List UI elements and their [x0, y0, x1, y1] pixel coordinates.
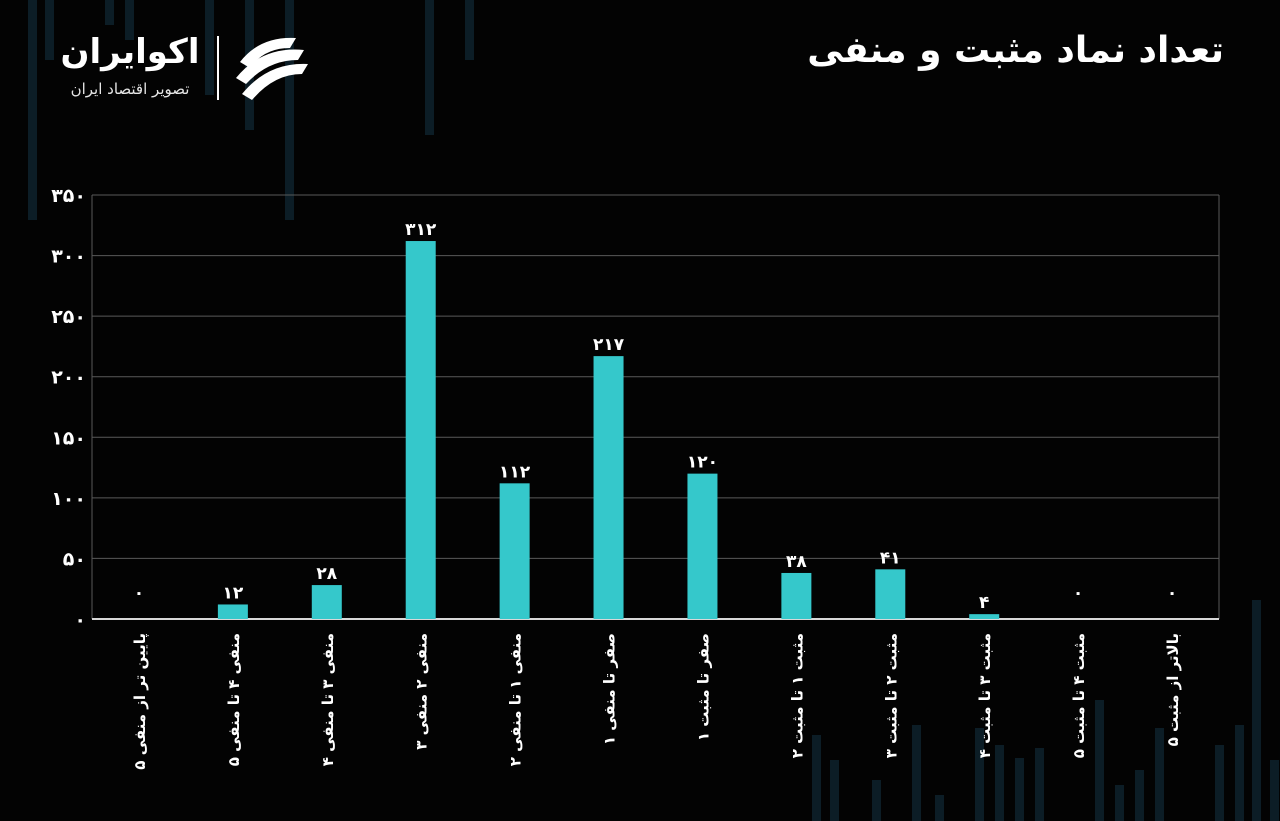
y-tick-label: ۲۰۰ — [51, 367, 86, 389]
bar-value-label: ۱۲ — [222, 583, 243, 603]
decor-bar — [45, 0, 54, 60]
decor-bar — [1135, 770, 1144, 821]
x-tick-label: مثبت ۲ تا مثبت ۳ — [882, 633, 900, 758]
x-tick-label: صفر تا مثبت ۱ — [694, 633, 712, 741]
bar-value-labels: ۰ ۱۲ ۲۸ ۳۱۲ ۱۱۲ ۲۱۷ ۱۲۰ ۳۸ ۴۱ ۴ ۰ ۰ — [134, 220, 1177, 613]
logo-divider — [217, 36, 219, 100]
decor-bar — [1015, 758, 1024, 821]
x-tick-label: منفی ۳ تا منفی ۴ — [319, 633, 337, 766]
x-tick-label: مثبت ۳ تا مثبت ۴ — [976, 633, 994, 758]
decor-bar — [1035, 748, 1044, 821]
bar — [593, 356, 624, 619]
y-tick-label: ۲۵۰ — [51, 306, 86, 328]
decor-bar — [105, 0, 114, 25]
chart-bars — [217, 241, 1000, 619]
x-tick-label: منفی ۱ تا منفی ۲ — [507, 633, 525, 766]
decor-bar — [425, 0, 434, 135]
bar-value-label: ۰ — [1167, 583, 1177, 603]
decor-bar — [465, 0, 474, 60]
brand-tagline: تصویر اقتصاد ایران — [70, 80, 190, 98]
bar-value-label: ۲۸ — [316, 564, 337, 584]
decor-bar — [1215, 745, 1224, 821]
bar-value-label: ۴ — [979, 593, 989, 613]
decor-bar — [1270, 760, 1279, 821]
x-tick-label: پایین تر از منفی ۵ — [131, 633, 150, 770]
y-axis-tick-labels: ۰ ۵۰ ۱۰۰ ۱۵۰ ۲۰۰ ۲۵۰ ۳۰۰ ۳۵۰ — [51, 185, 86, 631]
chart-title: تعداد نماد مثبت و منفی — [807, 30, 1224, 71]
y-tick-label: ۰ — [74, 609, 86, 631]
decor-bar — [1252, 600, 1261, 821]
decor-bar — [830, 760, 839, 821]
bar — [781, 572, 812, 619]
brand-logo: اکوایران تصویر اقتصاد ایران — [50, 30, 320, 110]
x-tick-label: منفی ۴ تا منفی ۵ — [225, 633, 243, 766]
bar — [311, 585, 342, 619]
chart-gridlines — [91, 194, 1220, 620]
bar — [217, 604, 248, 619]
decor-bar — [935, 795, 944, 821]
decor-bar — [1095, 700, 1104, 821]
x-tick-label: منفی ۲ منفی ۳ — [413, 633, 431, 750]
bar — [405, 241, 436, 619]
bar — [499, 483, 530, 619]
decor-bar — [1235, 725, 1244, 821]
bar — [875, 569, 906, 619]
bar — [969, 614, 1000, 619]
decor-bar — [872, 780, 881, 821]
decor-bar — [912, 725, 921, 821]
decor-bar — [1155, 728, 1164, 821]
bar-value-label: ۰ — [134, 583, 144, 603]
decor-bar — [28, 0, 37, 220]
decor-bar — [205, 0, 214, 95]
bar-value-label: ۱۱۲ — [499, 462, 531, 482]
brand-name: اکوایران — [60, 32, 200, 72]
decor-bar — [995, 745, 1004, 821]
bar-value-label: ۳۸ — [786, 552, 807, 572]
background-candlestick-decoration — [28, 0, 1279, 821]
x-tick-label: بالاتر از مثبت ۵ — [1164, 633, 1182, 746]
y-tick-label: ۳۵۰ — [51, 185, 86, 207]
decor-bar — [1115, 785, 1124, 821]
decor-bar — [975, 728, 984, 821]
x-tick-label: مثبت ۴ تا مثبت ۵ — [1070, 633, 1088, 758]
x-tick-label: صفر تا منفی ۱ — [601, 633, 619, 745]
bar-value-label: ۳۱۲ — [405, 220, 437, 240]
decor-bar — [285, 0, 294, 220]
x-axis-category-labels: پایین تر از منفی ۵ منفی ۴ تا منفی ۵ منفی ۳… — [131, 633, 1182, 770]
bar-value-label: ۴۱ — [880, 548, 901, 568]
y-tick-label: ۵۰ — [63, 548, 86, 570]
y-tick-label: ۱۵۰ — [51, 427, 86, 449]
bar-value-label: ۰ — [1073, 583, 1083, 603]
decor-bar — [812, 735, 821, 821]
bar-value-label: ۲۱۷ — [593, 335, 625, 355]
ecoiran-swoosh-icon — [236, 37, 308, 100]
y-tick-label: ۳۰۰ — [51, 246, 86, 268]
y-tick-label: ۱۰۰ — [51, 488, 86, 510]
bar-value-label: ۱۲۰ — [687, 453, 718, 473]
decor-bar — [125, 0, 134, 40]
x-tick-label: مثبت ۱ تا مثبت ۲ — [788, 633, 806, 758]
bar — [687, 473, 718, 619]
